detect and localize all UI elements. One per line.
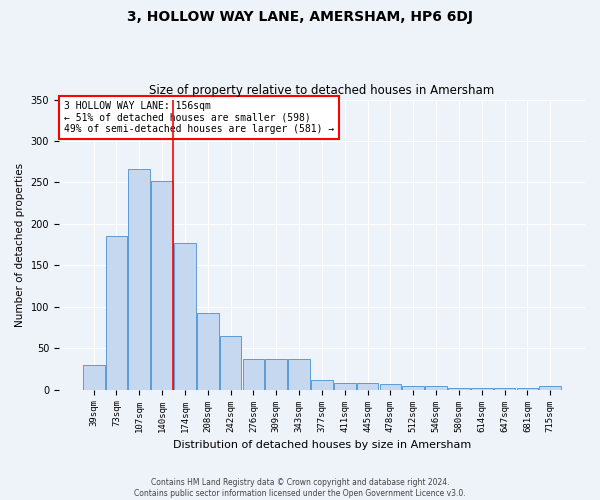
- Bar: [83, 365, 104, 390]
- Bar: [471, 388, 493, 390]
- Bar: [357, 383, 379, 390]
- Text: Contains HM Land Registry data © Crown copyright and database right 2024.
Contai: Contains HM Land Registry data © Crown c…: [134, 478, 466, 498]
- Bar: [174, 243, 196, 390]
- Bar: [311, 380, 333, 390]
- Bar: [288, 359, 310, 390]
- X-axis label: Distribution of detached houses by size in Amersham: Distribution of detached houses by size …: [173, 440, 471, 450]
- Bar: [265, 359, 287, 390]
- Bar: [448, 388, 470, 390]
- Y-axis label: Number of detached properties: Number of detached properties: [15, 162, 25, 326]
- Bar: [517, 388, 538, 390]
- Bar: [380, 384, 401, 390]
- Text: 3, HOLLOW WAY LANE, AMERSHAM, HP6 6DJ: 3, HOLLOW WAY LANE, AMERSHAM, HP6 6DJ: [127, 10, 473, 24]
- Bar: [106, 236, 127, 390]
- Bar: [128, 169, 150, 390]
- Bar: [425, 386, 447, 390]
- Title: Size of property relative to detached houses in Amersham: Size of property relative to detached ho…: [149, 84, 494, 97]
- Bar: [220, 336, 241, 390]
- Bar: [539, 386, 561, 390]
- Bar: [197, 312, 218, 390]
- Bar: [334, 383, 356, 390]
- Text: 3 HOLLOW WAY LANE: 156sqm
← 51% of detached houses are smaller (598)
49% of semi: 3 HOLLOW WAY LANE: 156sqm ← 51% of detac…: [64, 101, 334, 134]
- Bar: [494, 388, 515, 390]
- Bar: [403, 386, 424, 390]
- Bar: [242, 359, 265, 390]
- Bar: [151, 181, 173, 390]
